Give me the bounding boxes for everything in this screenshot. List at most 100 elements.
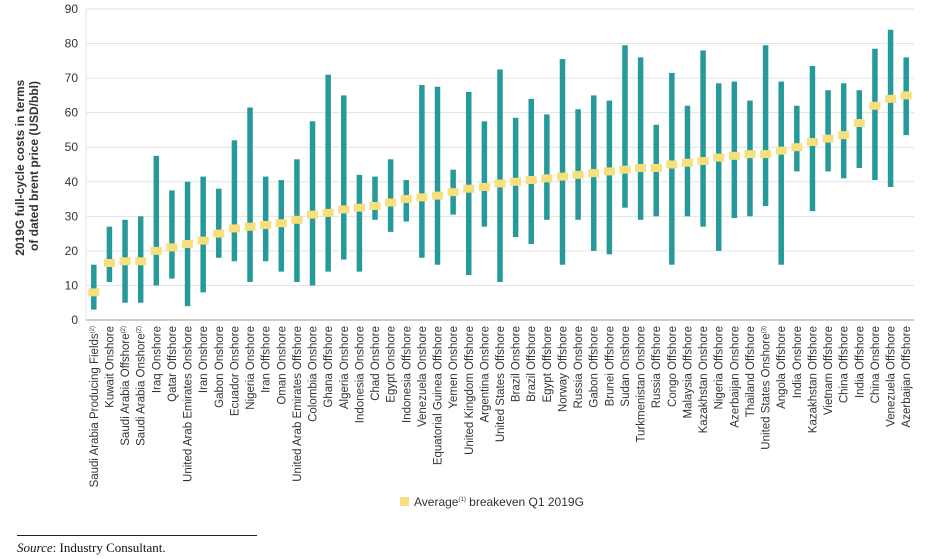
category-label-text: Nigeria Offshore <box>714 326 726 410</box>
average-marker <box>650 163 662 172</box>
category-label: China Offshore <box>839 326 851 403</box>
source-divider <box>17 535 257 536</box>
average-marker <box>853 119 865 128</box>
category-label-text: Argentina Onshore <box>479 326 491 423</box>
category-labels: Saudi Arabia Producing Fields(2) Kuwait O… <box>89 326 913 487</box>
y-tick-label: 40 <box>65 175 79 189</box>
average-marker <box>822 134 834 143</box>
y-tick-label: 60 <box>65 106 79 120</box>
range-bar <box>794 105 800 172</box>
average-marker <box>838 131 850 140</box>
range-bar <box>497 69 503 282</box>
range-bar <box>700 50 706 227</box>
category-label-text: United Arab Emirates Onshore <box>183 326 195 482</box>
range-bar <box>840 83 847 179</box>
range-bar <box>872 48 878 181</box>
category-label-text: China Onshore <box>870 326 882 403</box>
category-label-text: Sudan Onshore <box>620 326 632 407</box>
category-label: Ecuador Onshore <box>229 326 241 416</box>
category-label-text: Vietnam Offshore <box>823 326 835 415</box>
category-label-text: Iran Onshore <box>198 326 210 393</box>
legend-label: Average(1) breakeven Q1 2019G <box>414 495 584 509</box>
category-label-footnote: (2) <box>90 326 96 333</box>
category-label-text: Algeria Onshore <box>339 326 351 409</box>
y-axis-ticks: 0 10 20 30 40 50 60 70 80 90 <box>65 2 79 327</box>
y-tick-label: 90 <box>65 2 79 16</box>
range-bar <box>731 81 738 219</box>
category-label-text: Congo Offshore <box>667 326 679 407</box>
range-bar <box>262 176 269 262</box>
average-marker <box>385 198 397 207</box>
average-marker <box>307 210 319 219</box>
average-marker <box>494 179 506 188</box>
average-marker <box>228 224 240 233</box>
range-bars <box>91 29 909 310</box>
category-label: Yemen Onshore <box>448 326 460 409</box>
average-marker <box>213 229 225 238</box>
category-label-text: Malaysia Offshore <box>682 326 694 418</box>
category-label-footnote: (2) <box>121 326 127 333</box>
category-label: China Onshore <box>870 326 882 403</box>
category-label: India Onshore <box>792 326 804 398</box>
range-bar <box>528 98 534 244</box>
category-label-text: United States Offshore <box>495 326 507 442</box>
category-label: United Kingdom Offshore <box>464 326 476 455</box>
category-label: Brazil Offshore <box>526 326 538 402</box>
category-label: Turkmenistan Onshore <box>636 326 648 443</box>
category-label-text: Indonesia Offshore <box>401 326 413 423</box>
range-bar <box>387 159 394 232</box>
category-label-text: Venezuela Offshore <box>886 326 898 427</box>
range-bar <box>200 176 206 293</box>
category-label-text: Egypt Offshore <box>542 326 554 403</box>
category-label-text: United Arab Emirates Offshore <box>292 326 304 482</box>
range-bar <box>153 155 160 286</box>
category-label: Brazil Onshore <box>511 326 523 402</box>
y-tick-label: 80 <box>65 37 79 51</box>
average-marker <box>291 215 303 224</box>
category-label: Kazakhstan Onshore <box>698 326 710 433</box>
category-label-text: United Kingdom Offshore <box>464 326 476 455</box>
category-label-text: Yemen Onshore <box>448 326 460 409</box>
average-marker <box>119 257 131 266</box>
category-label-text: Brunei Offshore <box>604 326 616 406</box>
category-label: Russia Offshore <box>651 326 663 408</box>
legend: Average(1) breakeven Q1 2019G <box>400 495 584 509</box>
category-label-text: United States Onshore <box>761 333 773 449</box>
category-label: Iran Offshore <box>261 326 273 393</box>
category-label: Saudi Arabia Producing Fields(2) <box>89 326 101 487</box>
average-marker <box>260 220 272 229</box>
average-marker <box>666 160 678 169</box>
category-label: United Arab Emirates Onshore <box>183 326 195 482</box>
average-marker <box>103 258 115 267</box>
range-bar <box>856 90 863 168</box>
category-label: United States Offshore <box>495 326 507 442</box>
category-label: Iraq Onshore <box>151 326 163 393</box>
average-markers <box>88 91 912 297</box>
average-marker <box>88 288 100 297</box>
average-marker <box>806 138 818 147</box>
y-axis-label: 2019G full-cycle costs in terms of dated… <box>13 76 41 255</box>
category-label-text: Ghana Offshore <box>323 326 335 408</box>
average-marker <box>791 143 803 152</box>
category-label-text: Venezuela Onshore <box>417 326 429 427</box>
average-marker <box>338 205 350 214</box>
y-tick-label: 50 <box>65 140 79 154</box>
category-label: Ghana Offshore <box>323 326 335 408</box>
category-label: Gabon Onshore <box>214 326 226 408</box>
category-label-footnote: (2) <box>137 326 143 333</box>
category-label-text: Thailand Offshore <box>745 326 757 417</box>
category-label: Congo Offshore <box>667 326 679 407</box>
average-marker <box>463 184 475 193</box>
category-label-text: Equatorial Guinea Offshore <box>433 326 445 465</box>
category-label-text: Egypt Onshore <box>386 326 398 403</box>
average-marker <box>760 150 772 159</box>
category-label-text: Azerbaijan Offshore <box>901 326 913 427</box>
category-label: Nigeria Offshore <box>714 326 726 410</box>
range-bar <box>778 81 784 265</box>
average-marker <box>619 165 631 174</box>
range-bar <box>825 90 831 172</box>
category-label-text: Norway Offshore <box>557 326 569 412</box>
average-marker <box>603 167 615 176</box>
y-tick-label: 10 <box>65 278 79 292</box>
range-bar <box>169 190 175 279</box>
